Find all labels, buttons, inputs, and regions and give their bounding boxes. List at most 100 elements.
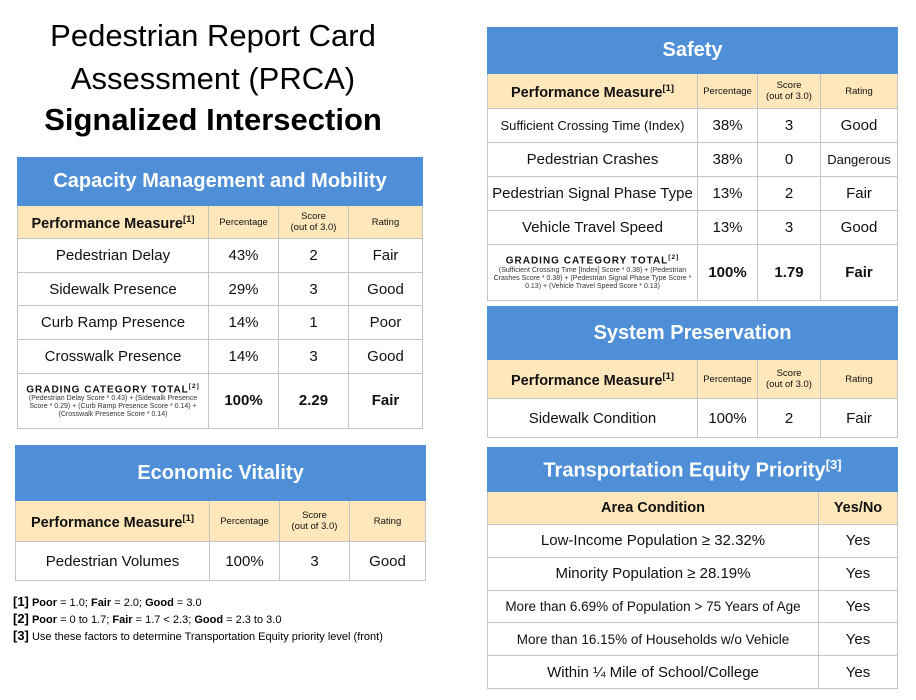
cell: 100% [209, 541, 280, 581]
footnote-text: = 1.0; [57, 597, 91, 609]
data-row: Within ¼ Mile of School/College Yes [487, 655, 898, 689]
total-cell: 100% [697, 244, 758, 301]
header-cell: Yes/No [818, 491, 898, 525]
data-row: Crosswalk Presence 14% 3 Good [17, 339, 424, 374]
table-box: Economic Vitality Performance Measure[1] P… [14, 445, 427, 581]
cell: Sidewalk Presence [17, 271, 209, 307]
data-row: Sidewalk Presence 29% 3 Good [17, 271, 424, 307]
cell: 43% [208, 238, 279, 273]
footnote-text: Fair [112, 614, 133, 626]
footnote-text: = 0 to 1.7; [57, 614, 113, 626]
header-cell: Rating [819, 73, 899, 109]
total-label: GRADING CATEGORY TOTAL[2] [19, 382, 208, 395]
total-cell: GRADING CATEGORY TOTAL[2] (Sufficient Cro… [487, 244, 698, 301]
header-cell: Percentage [697, 73, 758, 109]
header-cell: Score (out of 3.0) [278, 205, 349, 239]
cell: Minority Population ≥ 28.19% [487, 556, 819, 591]
cell: Yes [818, 655, 898, 689]
table: Economic Vitality Performance Measure[1] P… [14, 445, 427, 581]
title-row: System Preservation [486, 306, 899, 360]
cell: 1 [278, 305, 349, 341]
title-row: Capacity Management and Mobility [16, 157, 424, 206]
header-text: (out of 3.0) [766, 91, 812, 102]
data-row: Low-Income Population ≥ 32.32% Yes [487, 524, 898, 558]
cell: Pedestrian Volumes [15, 541, 210, 581]
total-note: [2] [188, 382, 200, 390]
data-row: More than 16.15% of Households w/o Vehic… [487, 622, 898, 657]
cell: Yes [818, 589, 898, 624]
header-row: Performance Measure[1] Percentage Score (ou… [17, 205, 424, 239]
cell: 0 [757, 142, 821, 177]
cell: 38% [697, 142, 758, 177]
total-cell: 1.79 [757, 244, 821, 301]
header-text: Performance Measure [30, 514, 183, 531]
data-row: Sidewalk Condition 100% 2 Fair [487, 398, 899, 438]
footnote: [2] Poor = 0 to 1.7; Fair = 1.7 < 2.3; G… [13, 611, 383, 628]
header-note: [1] [182, 511, 195, 523]
header-text: (out of 3.0) [291, 521, 338, 532]
cell: 2 [278, 238, 349, 273]
footnote: [1] Poor = 1.0; Fair = 2.0; Good = 3.0 [13, 594, 383, 611]
cell: Good [819, 108, 899, 143]
title-line: Assessment (PRCA) [70, 61, 356, 96]
data-row: More than 6.69% of Population > 75 Years… [487, 589, 898, 624]
cell: Low-Income Population ≥ 32.32% [487, 524, 819, 558]
table: System Preservation Performance Measure[1… [486, 306, 899, 438]
cell: Fair [347, 238, 424, 273]
header-text: (out of 3.0) [766, 379, 812, 390]
cell: Crosswalk Presence [17, 339, 209, 374]
title-line: Pedestrian Report Card [50, 18, 376, 53]
total-cell: 100% [208, 372, 279, 429]
cell: 29% [208, 271, 279, 307]
cell: 3 [278, 271, 349, 307]
data-row: Pedestrian Signal Phase Type 13% 2 Fair [487, 176, 899, 211]
data-row: Pedestrian Volumes 100% 3 Good [15, 541, 427, 581]
title-row: Safety [486, 27, 899, 74]
header-cell: Percentage [209, 500, 280, 542]
title-text: Capacity Management and Mobility [53, 170, 387, 192]
cell: Pedestrian Delay [17, 238, 209, 273]
title-text: Transportation Equity Priority [543, 459, 826, 482]
footnote-mark: [1] [13, 594, 29, 609]
table-title: Safety [486, 27, 899, 74]
total-text: GRADING CATEGORY TOTAL [26, 383, 189, 395]
cell: Fair [819, 398, 899, 438]
footnote-text: Use these factors to determine Transport… [31, 631, 383, 643]
header-note: [1] [662, 81, 675, 93]
cell: 14% [208, 339, 279, 374]
header-cell: Score (out of 3.0) [757, 73, 821, 109]
table-box: System Preservation Performance Measure[1… [486, 306, 899, 438]
cell: Pedestrian Signal Phase Type [487, 176, 698, 211]
cell: 2 [757, 176, 821, 211]
data-row: Sufficient Crossing Time (Index) 38% 3 Good [487, 108, 899, 143]
footnote-text: Fair [90, 597, 112, 609]
cell: Good [347, 271, 424, 307]
cell: 3 [278, 339, 349, 374]
header-cell: Performance Measure[1] [487, 359, 698, 399]
table: Transportation Equity Priority[3] Area Co… [487, 447, 898, 689]
header-cell: Rating [347, 205, 424, 239]
total-cell: 2.29 [278, 372, 349, 429]
table-box: Transportation Equity Priority[3] Area Co… [487, 447, 898, 689]
data-row: Pedestrian Crashes 38% 0 Dangerous [487, 142, 899, 177]
cell: Dangerous [819, 142, 899, 177]
cell: 3 [757, 108, 821, 143]
cell: Good [819, 210, 899, 245]
cell: 38% [697, 108, 758, 143]
total-formula: (Pedestrian Delay Score * 0.43) + (Sidew… [28, 394, 198, 418]
table-box: Capacity Management and Mobility Performa… [16, 157, 424, 429]
footnote-text: = 3.0 [173, 597, 202, 609]
title-text: System Preservation [593, 321, 792, 344]
header-cell: Performance Measure[1] [487, 73, 698, 109]
data-row: Vehicle Travel Speed 13% 3 Good [487, 210, 899, 245]
footnote-mark: [3] [13, 628, 29, 643]
header-cell: Percentage [208, 205, 279, 239]
cell: Sufficient Crossing Time (Index) [487, 108, 698, 143]
header-cell: Score (out of 3.0) [757, 359, 821, 399]
header-row: Performance Measure[1] Percentage Score (ou… [15, 500, 427, 542]
header-text: Performance Measure [510, 84, 663, 101]
cell: 100% [697, 398, 758, 438]
total-text: GRADING CATEGORY TOTAL [505, 255, 669, 267]
table-title: Capacity Management and Mobility [16, 157, 424, 206]
cell: Fair [819, 176, 899, 211]
